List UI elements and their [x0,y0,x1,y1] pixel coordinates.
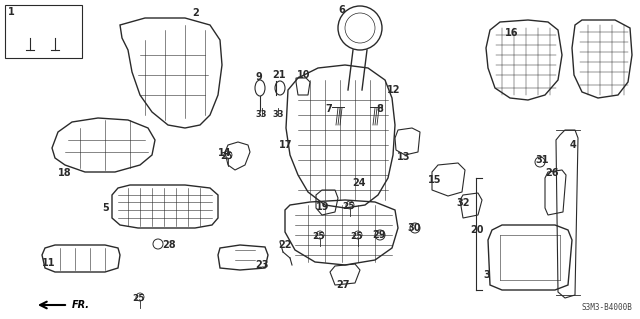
Text: 16: 16 [505,28,518,38]
Text: 28: 28 [162,240,175,250]
Text: 3: 3 [483,270,490,280]
Text: 22: 22 [278,240,291,250]
Text: 25: 25 [132,294,145,303]
Text: 17: 17 [279,140,292,150]
Text: 1: 1 [8,7,15,17]
Text: 25: 25 [350,232,362,241]
Text: 21: 21 [272,70,285,80]
Text: 15: 15 [428,175,442,185]
Text: 33: 33 [255,110,266,119]
Text: 27: 27 [336,280,349,290]
Text: 30: 30 [407,223,420,233]
Text: 10: 10 [297,70,310,80]
Text: S3M3-B4000B: S3M3-B4000B [581,303,632,312]
Text: 25: 25 [220,152,232,161]
Text: 2: 2 [192,8,199,18]
Text: 14: 14 [218,148,232,158]
Text: 32: 32 [456,198,470,208]
Text: 8: 8 [376,104,383,114]
Text: 31: 31 [535,155,548,165]
Text: 25: 25 [312,232,324,241]
Text: 20: 20 [470,225,483,235]
Text: 24: 24 [352,178,365,188]
Text: 7: 7 [325,104,332,114]
Text: 29: 29 [372,230,385,240]
Text: 9: 9 [255,72,262,82]
Text: 33: 33 [272,110,284,119]
Text: 26: 26 [545,168,559,178]
Text: 23: 23 [255,260,269,270]
Text: FR.: FR. [72,300,90,310]
Text: 25: 25 [342,202,355,211]
Text: 18: 18 [58,168,72,178]
Text: 4: 4 [570,140,577,150]
Text: 13: 13 [397,152,410,162]
Text: 19: 19 [316,202,330,212]
Text: 11: 11 [42,258,56,268]
Text: 12: 12 [387,85,401,95]
Polygon shape [5,5,82,58]
Text: 5: 5 [102,203,109,213]
Text: 6: 6 [338,5,345,15]
